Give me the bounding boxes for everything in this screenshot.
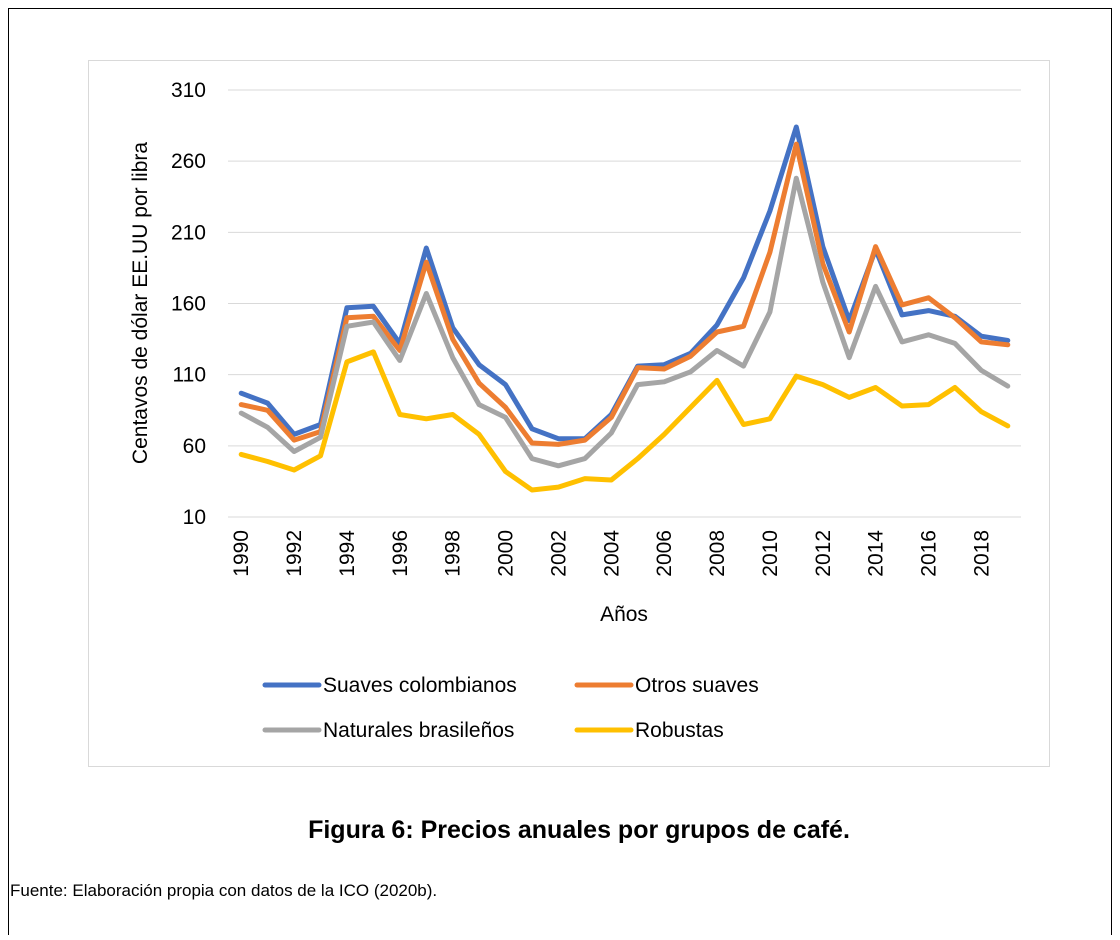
x-tick-label: 2000 xyxy=(495,530,518,577)
plot: 10 60 110 160 210 260 310 1990 1992 1994 1996 1998 2… xyxy=(171,79,1021,742)
x-tick-label: 2004 xyxy=(600,530,623,577)
y-tick-label: 10 xyxy=(183,506,206,529)
legend-label: Robustas xyxy=(635,719,724,742)
x-axis-label: Años xyxy=(600,603,648,626)
x-tick-label: 1994 xyxy=(336,530,359,577)
frame xyxy=(8,8,1112,935)
x-tick-label: 2012 xyxy=(812,530,835,577)
y-tick-label: 260 xyxy=(171,150,206,173)
x-tick-label: 2014 xyxy=(865,530,888,577)
series-line xyxy=(238,175,1011,469)
y-tick-label: 60 xyxy=(183,435,206,458)
x-tick-label: 1992 xyxy=(283,530,306,577)
y-tick-label: 160 xyxy=(171,293,206,316)
legend-label: Naturales brasileños xyxy=(323,719,514,742)
series-line xyxy=(238,349,1011,493)
x-tick-label: 2018 xyxy=(970,530,993,577)
source: Fuente: Elaboración propia con datos de … xyxy=(10,881,437,900)
x-tick-label: 1996 xyxy=(389,530,412,577)
y-axis-label: Centavos de dólar EE.UU por libra xyxy=(129,142,152,464)
x-tick-label: 1990 xyxy=(230,530,253,577)
series-line xyxy=(238,141,1011,447)
y-tick-label: 210 xyxy=(171,221,206,244)
x-tick-label: 2010 xyxy=(759,530,782,577)
x-tick-label: 2002 xyxy=(547,530,570,577)
x-tick-label: 2016 xyxy=(917,530,940,577)
y-tick-label: 310 xyxy=(171,79,206,102)
caption: Figura 6: Precios anuales por grupos de … xyxy=(308,816,850,844)
legend-label: Suaves colombianos xyxy=(323,674,517,697)
legend-label: Otros suaves xyxy=(635,674,759,697)
y-tick-label: 110 xyxy=(173,364,206,387)
x-tick-label: 2006 xyxy=(653,530,676,577)
chart-area xyxy=(88,60,1050,767)
x-tick-label: 1998 xyxy=(442,530,465,577)
x-tick-label: 2008 xyxy=(706,530,729,577)
